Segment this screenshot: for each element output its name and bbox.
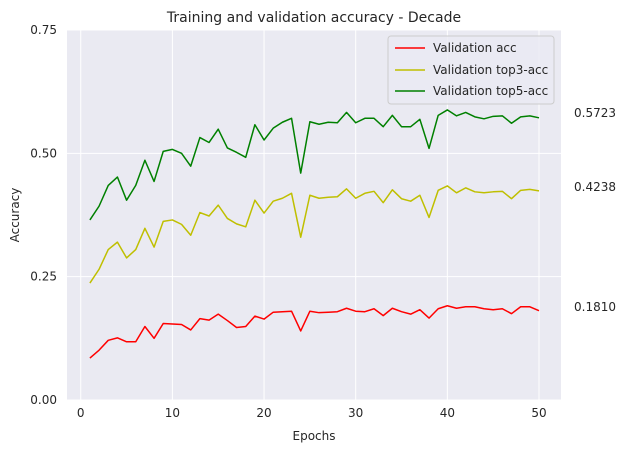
- series-layer: [89, 109, 540, 359]
- legend-label-acc: Validation acc: [433, 41, 517, 55]
- ticks-layer: 0 10 20 30 40 50 0.00 0.25 0.50 0.75: [30, 23, 546, 420]
- end-label-acc: 0.1810: [574, 300, 616, 314]
- x-tick-label: 30: [348, 406, 363, 420]
- y-tick-label: 0.00: [30, 393, 57, 407]
- end-label-top5: 0.5723: [574, 106, 616, 120]
- x-tick-label: 50: [531, 406, 546, 420]
- y-tick-label: 0.75: [30, 23, 57, 37]
- legend-label-top5: Validation top5-acc: [433, 84, 548, 98]
- x-tick-label: 0: [77, 406, 85, 420]
- y-axis-label: Accuracy: [8, 188, 22, 243]
- series-line-validation-acc: [89, 305, 540, 359]
- x-tick-label: 40: [440, 406, 455, 420]
- y-tick-label: 0.25: [30, 270, 57, 284]
- legend: Validation acc Validation top3-acc Valid…: [387, 35, 555, 105]
- series-line-validation-top5-acc: [89, 109, 540, 221]
- end-labels: 0.5723 0.4238 0.1810: [574, 106, 616, 314]
- x-axis-label: Epochs: [293, 429, 336, 443]
- legend-box: [387, 35, 555, 105]
- x-tick-label: 20: [256, 406, 271, 420]
- chart-title: Training and validation accuracy - Decad…: [166, 10, 461, 26]
- end-label-top3: 0.4238: [574, 180, 616, 194]
- x-tick-label: 10: [165, 406, 180, 420]
- y-tick-label: 0.50: [30, 146, 57, 160]
- grid-layer: [67, 29, 561, 401]
- legend-label-top3: Validation top3-acc: [433, 63, 548, 77]
- series-line-validation-top3-acc: [89, 185, 540, 284]
